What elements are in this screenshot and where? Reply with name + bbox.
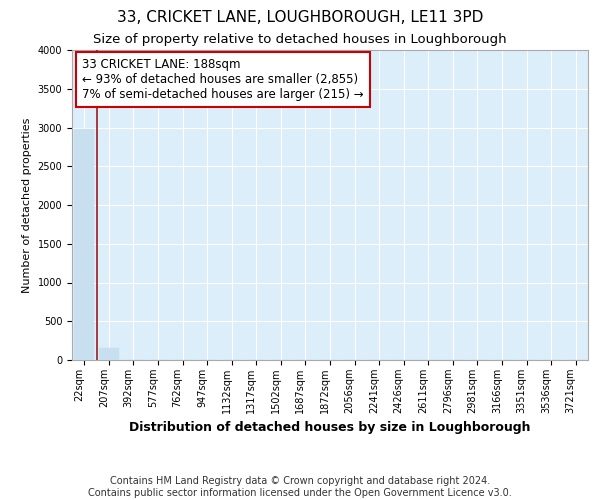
Text: 33 CRICKET LANE: 188sqm
← 93% of detached houses are smaller (2,855)
7% of semi-: 33 CRICKET LANE: 188sqm ← 93% of detache… <box>82 58 364 101</box>
Text: 33, CRICKET LANE, LOUGHBOROUGH, LE11 3PD: 33, CRICKET LANE, LOUGHBOROUGH, LE11 3PD <box>117 10 483 25</box>
Text: Contains HM Land Registry data © Crown copyright and database right 2024.
Contai: Contains HM Land Registry data © Crown c… <box>88 476 512 498</box>
Bar <box>74 130 94 360</box>
Bar <box>99 348 119 360</box>
Text: Size of property relative to detached houses in Loughborough: Size of property relative to detached ho… <box>93 32 507 46</box>
Y-axis label: Number of detached properties: Number of detached properties <box>22 118 32 292</box>
X-axis label: Distribution of detached houses by size in Loughborough: Distribution of detached houses by size … <box>129 422 531 434</box>
